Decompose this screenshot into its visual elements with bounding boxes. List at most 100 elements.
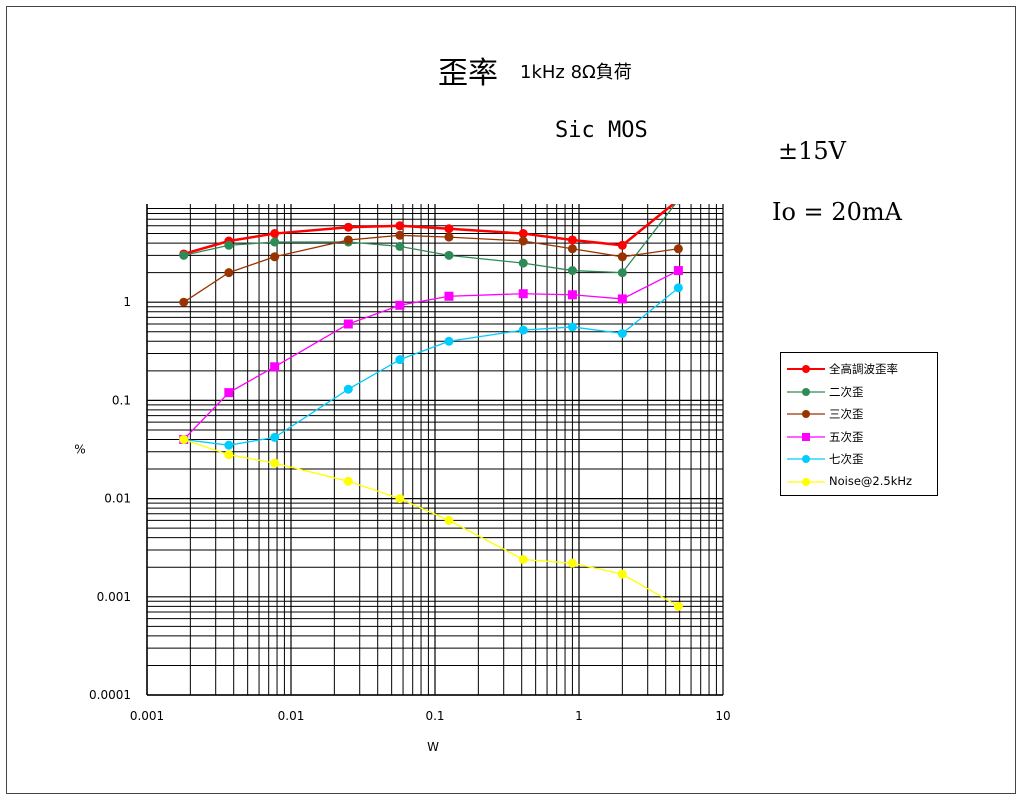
legend-label: Noise@2.5kHz	[829, 473, 913, 488]
series-line	[183, 287, 679, 446]
data-point	[444, 336, 454, 346]
data-point	[444, 224, 454, 234]
series-layer	[179, 204, 683, 611]
x-tick-label: 0.1	[425, 709, 444, 723]
data-point	[567, 290, 577, 300]
data-point	[343, 476, 353, 486]
x-tick-label: 0.001	[130, 709, 164, 723]
data-point	[270, 237, 280, 247]
data-point	[673, 283, 683, 293]
series-2	[179, 230, 683, 307]
legend-item: 七次歪	[785, 449, 933, 472]
data-point	[270, 458, 280, 468]
y-tick-label: 0.1	[112, 393, 131, 407]
data-point	[518, 258, 528, 268]
data-point	[567, 558, 577, 568]
data-point	[270, 229, 280, 239]
legend-label: 全高調波歪率	[829, 362, 898, 376]
legend-item: 二次歪	[785, 382, 933, 405]
legend-label: 二次歪	[829, 384, 864, 399]
chart-subtitle: 1kHz 8Ω負荷	[520, 62, 632, 83]
data-point	[567, 244, 577, 254]
data-point	[224, 450, 234, 460]
x-axis-label: W	[427, 740, 439, 754]
data-point	[395, 241, 405, 251]
data-point	[270, 252, 280, 262]
data-point	[617, 240, 627, 250]
data-point	[673, 266, 683, 276]
axis-tick-labels: 0.001 0.01 0.1 1 10 0.0001 0.001 0.01 0.1 1 W%	[74, 295, 730, 754]
legend-item: 全高調波歪率	[785, 359, 933, 382]
data-point	[343, 222, 353, 232]
data-point	[444, 291, 454, 301]
legend-swatch	[787, 477, 825, 486]
data-point	[617, 268, 627, 278]
data-point	[270, 362, 280, 372]
data-point	[444, 232, 454, 242]
series-line	[183, 269, 679, 440]
legend-item: 三次歪	[785, 404, 933, 427]
data-point	[270, 432, 280, 442]
series-line	[183, 438, 679, 607]
data-point	[518, 229, 528, 239]
data-point	[444, 515, 454, 525]
series-0	[179, 204, 681, 259]
data-point	[676, 204, 681, 205]
data-point	[395, 221, 405, 231]
data-point	[224, 440, 234, 450]
data-point	[567, 266, 577, 276]
data-point	[617, 294, 627, 304]
data-point	[395, 355, 405, 365]
data-point	[673, 244, 683, 254]
data-point	[395, 494, 405, 504]
data-point	[518, 554, 528, 564]
data-point	[676, 204, 681, 205]
data-point	[343, 384, 353, 394]
data-point	[617, 329, 627, 339]
legend-label: 三次歪	[829, 407, 864, 421]
legend-swatch	[787, 365, 825, 373]
y-tick-label: 0.001	[97, 590, 131, 604]
y-tick-label: 1	[123, 295, 131, 309]
x-tick-label: 1	[575, 709, 583, 723]
data-point	[673, 601, 683, 611]
data-point	[518, 289, 528, 299]
legend-item: 五次歪	[785, 427, 933, 450]
data-point	[179, 250, 189, 260]
data-point	[567, 235, 577, 245]
data-point	[224, 240, 234, 250]
data-point	[617, 569, 627, 579]
data-point	[444, 250, 454, 260]
data-point	[224, 268, 234, 278]
legend-swatch	[787, 455, 825, 463]
legend-label: 七次歪	[829, 452, 864, 466]
data-point	[518, 325, 528, 335]
data-point	[179, 434, 189, 444]
series-3	[179, 266, 683, 444]
x-tick-label: 0.01	[278, 709, 305, 723]
legend-swatch	[787, 387, 825, 396]
series-line	[183, 204, 677, 274]
bias-current-label: Io = 20mA	[772, 198, 902, 226]
data-point	[518, 236, 528, 246]
data-point	[395, 300, 405, 310]
x-tick-label: 10	[715, 709, 730, 723]
y-axis-label: %	[74, 443, 85, 457]
series-4	[179, 283, 683, 450]
data-point	[617, 252, 627, 262]
plot-grid	[146, 204, 724, 696]
data-point	[343, 319, 353, 329]
chart-title: 歪率	[438, 56, 498, 91]
legend-swatch	[787, 410, 825, 418]
data-point	[224, 388, 234, 398]
series-line	[183, 234, 679, 303]
data-point	[567, 322, 577, 332]
legend-item: Noise@2.5kHz	[785, 472, 933, 495]
legend: 全高調波歪率 二次歪三次歪五次歪七次歪 Noise@2.5kHz	[780, 352, 938, 496]
y-tick-label: 0.0001	[89, 688, 131, 702]
data-point	[343, 235, 353, 245]
series-5	[179, 434, 683, 611]
legend-swatch	[787, 432, 825, 441]
y-tick-label: 0.01	[104, 492, 131, 506]
